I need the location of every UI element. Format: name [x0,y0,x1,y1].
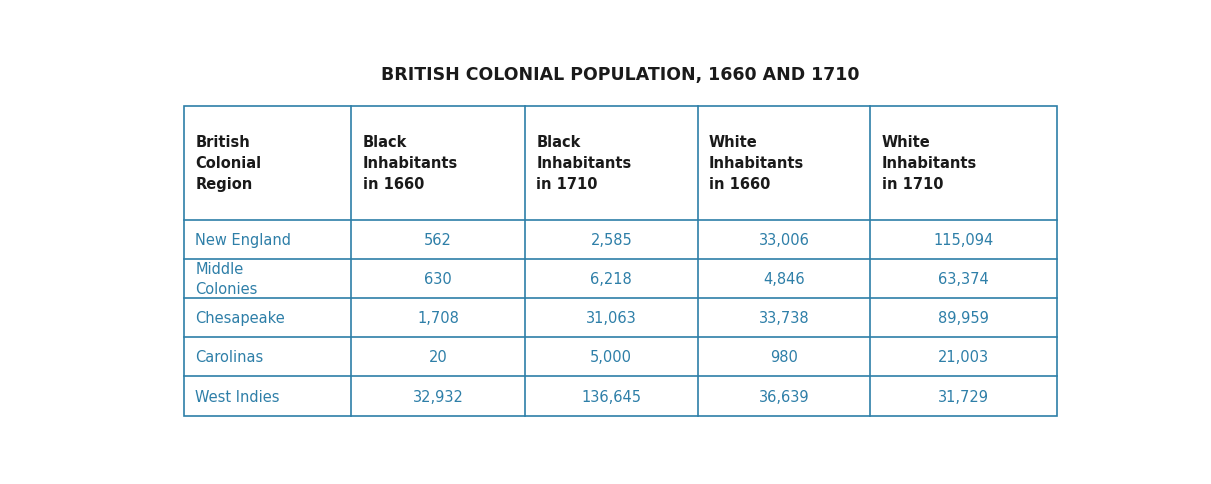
Text: 36,639: 36,639 [758,389,809,404]
Text: 32,932: 32,932 [413,389,464,404]
Text: 63,374: 63,374 [939,272,989,287]
Text: 630: 630 [424,272,452,287]
Text: 5,000: 5,000 [590,349,632,364]
Text: Black
Inhabitants
in 1710: Black Inhabitants in 1710 [536,135,631,192]
Text: 6,218: 6,218 [591,272,632,287]
Text: White
Inhabitants
in 1660: White Inhabitants in 1660 [708,135,804,192]
Text: 31,729: 31,729 [939,389,989,404]
Text: 2,585: 2,585 [591,232,632,247]
Text: Black
Inhabitants
in 1660: Black Inhabitants in 1660 [362,135,458,192]
Text: 21,003: 21,003 [939,349,989,364]
Text: Carolinas: Carolinas [195,349,264,364]
Text: West Indies: West Indies [195,389,280,404]
Text: 89,959: 89,959 [939,311,989,326]
Text: Middle
Colonies: Middle Colonies [195,261,258,296]
Text: 20: 20 [429,349,448,364]
Text: White
Inhabitants
in 1710: White Inhabitants in 1710 [882,135,977,192]
Text: BRITISH COLONIAL POPULATION, 1660 AND 1710: BRITISH COLONIAL POPULATION, 1660 AND 17… [381,66,860,84]
Text: Chesapeake: Chesapeake [195,311,286,326]
Text: 115,094: 115,094 [934,232,994,247]
Bar [184,106,1057,416]
Text: 562: 562 [424,232,452,247]
Text: 33,738: 33,738 [758,311,809,326]
Text: 136,645: 136,645 [581,389,642,404]
Text: 980: 980 [770,349,798,364]
Text: New England: New England [195,232,292,247]
Text: 33,006: 33,006 [758,232,809,247]
Text: 31,063: 31,063 [586,311,637,326]
Text: British
Colonial
Region: British Colonial Region [195,135,262,192]
Text: 4,846: 4,846 [763,272,805,287]
Text: 1,708: 1,708 [417,311,459,326]
